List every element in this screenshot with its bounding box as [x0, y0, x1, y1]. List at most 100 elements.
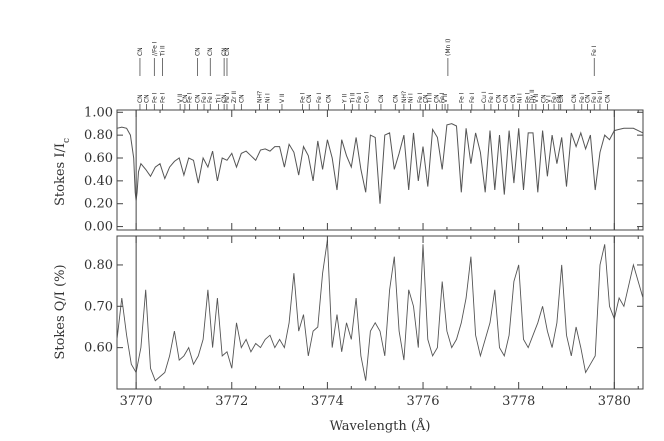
line-id-label: CN	[182, 94, 189, 103]
line-id-label: Fe I	[469, 92, 476, 103]
wavelength-tick-label: 3780	[598, 394, 631, 409]
line-id-label: CN	[137, 94, 144, 103]
stokes-i-ytick-label: 0.40	[84, 174, 113, 189]
wavelength-xlabel: Wavelength (Å)	[330, 418, 431, 434]
line-id-label: Fe I	[488, 92, 495, 103]
line-id-label: V II	[442, 93, 449, 103]
stokes-qi-series-line	[116, 240, 644, 382]
line-id-label: V II	[533, 93, 540, 103]
line-id-label: Fe I	[439, 92, 446, 103]
line-id-label: Fe I	[159, 92, 166, 103]
stokes-qi-y-ticks: 0.60 0.70 0.80	[84, 258, 643, 356]
line-id-upper-label: CN	[207, 47, 214, 56]
stokes-i-vertical-markers	[135, 110, 615, 230]
line-id-label: Fe II	[597, 91, 604, 103]
line-id-label: CN	[194, 94, 201, 103]
line-id-label: CN	[306, 94, 313, 103]
line-id-label: CN	[510, 94, 517, 103]
line-id-label: Ti II	[349, 92, 356, 104]
line-id-label: CN	[496, 94, 503, 103]
line-id-label: Ni I	[408, 93, 415, 103]
stokes-i-ylabel: Stokes I/Ic	[53, 138, 72, 206]
line-id-label: Fe I	[300, 92, 307, 103]
line-id-label: Fe I	[151, 92, 158, 103]
line-id-upper-label: CN	[137, 47, 144, 56]
stokes-qi-frame	[116, 235, 644, 390]
line-id-label: Fe I	[551, 92, 558, 103]
line-id-label: Fe I	[207, 92, 214, 103]
stokes-i-ytick-label: 0.80	[84, 128, 113, 143]
line-id-label: Fe I	[524, 92, 531, 103]
stokes-i-ylabel-sub: c	[62, 138, 72, 143]
stokes-qi-ytick-label: 0.60	[84, 341, 113, 356]
stokes-qi-x-ticks: 3770 3772 3774 3776 3778 3780	[120, 236, 639, 409]
line-id-label: Ti I	[215, 94, 222, 104]
stokes-qi-vertical-markers	[135, 236, 615, 389]
line-id-label: CN	[433, 94, 440, 103]
line-id-label: CN	[221, 94, 228, 103]
line-id-label: Fe I	[417, 92, 424, 103]
line-id-label: CN	[571, 94, 578, 103]
line-id-label: CN	[238, 94, 245, 103]
line-id-label: Zr II	[231, 91, 238, 103]
line-id-label: Co I	[364, 91, 371, 103]
line-id-label: CN	[558, 94, 565, 103]
wavelength-tick-label: 3772	[215, 394, 248, 409]
line-id-label: Fe I	[356, 92, 363, 103]
line-id-label: V I	[545, 95, 552, 103]
line-id-label: NH?	[256, 91, 263, 103]
line-id-label: CN	[541, 94, 548, 103]
line-id-label: V II	[279, 93, 286, 103]
line-id-label: Fe I	[591, 92, 598, 103]
stokes-i-ytick-label: 1.00	[84, 105, 113, 120]
stokes-i-y-ticks: 0.00 0.20 0.40 0.60 0.80 1.00	[84, 105, 643, 235]
line-id-label: Ni I	[265, 93, 272, 103]
line-id-label: Cu I	[481, 91, 488, 103]
stokes-i-ytick-label: 0.60	[84, 151, 113, 166]
line-id-upper-label: Ti II	[159, 45, 166, 57]
stokes-qi-ylabel: Stokes Q/I (%)	[53, 264, 68, 359]
line-id-label: CN	[392, 94, 399, 103]
line-id-label: CN	[144, 94, 151, 103]
line-id-upper-label: //Fe I	[151, 41, 158, 56]
wavelength-tick-label: 3778	[502, 394, 535, 409]
line-id-label: CN	[605, 94, 612, 103]
line-id-label: CN	[585, 94, 592, 103]
line-id-upper-label: CN	[221, 47, 228, 56]
stokes-i-x-ticks	[135, 110, 639, 230]
line-id-label: Fe I	[224, 92, 231, 103]
line-id-upper-label: (Mn I)	[445, 39, 452, 56]
stokes-qi-panel: 0.60 0.70 0.80 3770 3772 3774 3776 3778 3780 St…	[53, 235, 644, 434]
line-id-label: CN	[502, 94, 509, 103]
stokes-qi-ytick-label: 0.70	[84, 299, 113, 314]
line-id-upper-label: CN	[194, 47, 201, 56]
line-id-upper-label: CN	[224, 47, 231, 56]
stokes-i-panel: 0.00 0.20 0.40 0.60 0.80 1.00 Stokes I/Ic	[53, 105, 644, 235]
line-id-label: V II	[177, 93, 184, 103]
line-id-label: CN	[556, 94, 563, 103]
line-id-upper-label: Fe I	[591, 45, 598, 56]
line-id-label: Fe I	[187, 92, 194, 103]
stokes-i-ytick-label: 0.00	[84, 220, 113, 235]
wavelength-tick-label: 3770	[120, 394, 153, 409]
line-id-label: Fe I	[316, 92, 323, 103]
line-id-label: Fe I	[458, 92, 465, 103]
line-id-label: NH?	[401, 91, 408, 103]
stokes-i-ylabel-main: Stokes I/I	[53, 143, 68, 206]
wavelength-tick-label: 3774	[311, 394, 344, 409]
stokes-i-frame	[116, 109, 644, 231]
line-id-label: Y II	[342, 94, 349, 104]
line-id-label: CN	[325, 94, 332, 103]
line-id-label: Dy II	[529, 89, 536, 103]
line-id-label: Fe I	[201, 92, 208, 103]
line-id-label: Ni I	[517, 93, 524, 103]
stokes-i-ytick-label: 0.20	[84, 197, 113, 212]
stokes-qi-ytick-label: 0.80	[84, 258, 113, 273]
line-id-label: CN	[422, 94, 429, 103]
wavelength-tick-label: 3776	[406, 394, 439, 409]
line-id-label: Fe I	[579, 92, 586, 103]
line-id-label: CN	[378, 94, 385, 103]
line-id-label: Ti II	[427, 92, 434, 104]
stokes-i-series-line	[116, 123, 644, 204]
